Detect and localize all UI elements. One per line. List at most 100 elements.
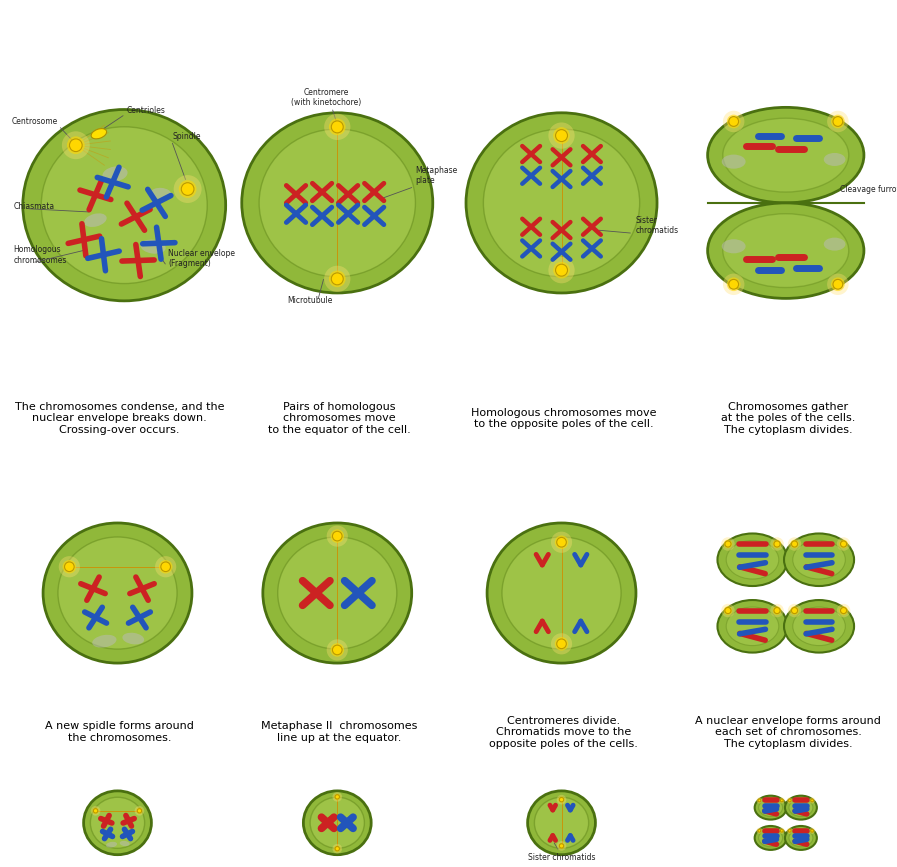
Ellipse shape	[22, 109, 226, 301]
Text: Sister
chromatids: Sister chromatids	[635, 216, 678, 235]
Circle shape	[723, 111, 745, 133]
Text: A nuclear envelope forms around
each set of chromosomes.
The cytoplasm divides.: A nuclear envelope forms around each set…	[695, 715, 881, 749]
Circle shape	[787, 828, 793, 834]
Circle shape	[69, 139, 83, 152]
Circle shape	[774, 541, 780, 547]
Text: Telophase II
& cytokinesis: Telophase II & cytokinesis	[732, 467, 848, 500]
Circle shape	[551, 531, 572, 553]
Ellipse shape	[759, 829, 782, 847]
Ellipse shape	[466, 113, 657, 293]
Ellipse shape	[785, 796, 817, 819]
Circle shape	[809, 798, 815, 804]
Circle shape	[757, 829, 762, 832]
Text: Homologous
chromosomes: Homologous chromosomes	[13, 245, 67, 264]
Circle shape	[772, 539, 781, 548]
Circle shape	[555, 264, 568, 277]
Text: Metaphase II: Metaphase II	[285, 476, 397, 492]
Circle shape	[174, 175, 202, 203]
Circle shape	[553, 127, 570, 144]
Circle shape	[788, 603, 801, 617]
Circle shape	[779, 829, 784, 832]
Ellipse shape	[141, 239, 166, 254]
Ellipse shape	[502, 537, 621, 649]
Ellipse shape	[718, 600, 788, 653]
Circle shape	[161, 562, 170, 571]
Circle shape	[330, 643, 344, 656]
Circle shape	[756, 798, 762, 804]
Ellipse shape	[823, 153, 846, 166]
Ellipse shape	[784, 533, 854, 586]
Circle shape	[137, 809, 142, 813]
Ellipse shape	[789, 799, 813, 817]
Circle shape	[774, 608, 780, 614]
Circle shape	[827, 111, 849, 133]
Circle shape	[791, 541, 797, 547]
Circle shape	[725, 608, 731, 614]
Circle shape	[771, 538, 784, 551]
Ellipse shape	[122, 633, 144, 644]
Circle shape	[791, 608, 797, 614]
Circle shape	[727, 277, 741, 291]
Circle shape	[788, 830, 791, 832]
Circle shape	[62, 131, 90, 160]
Circle shape	[757, 799, 762, 802]
Circle shape	[831, 277, 845, 291]
Ellipse shape	[242, 113, 432, 293]
Ellipse shape	[823, 238, 846, 251]
Circle shape	[723, 273, 745, 295]
Ellipse shape	[754, 826, 787, 850]
Ellipse shape	[278, 537, 396, 649]
Circle shape	[728, 116, 738, 127]
Ellipse shape	[722, 154, 745, 169]
Circle shape	[335, 845, 340, 851]
Circle shape	[728, 279, 738, 290]
Text: Centrosome: Centrosome	[11, 118, 57, 127]
Circle shape	[91, 806, 100, 816]
Circle shape	[758, 830, 761, 832]
Circle shape	[809, 828, 815, 834]
Text: Metaphase II  chromosomes
line up at the equator.: Metaphase II chromosomes line up at the …	[261, 721, 418, 743]
Circle shape	[560, 844, 563, 848]
Circle shape	[837, 538, 850, 551]
Circle shape	[329, 119, 345, 135]
Circle shape	[331, 121, 344, 133]
Circle shape	[554, 536, 569, 549]
Ellipse shape	[263, 523, 412, 663]
Ellipse shape	[785, 826, 817, 850]
Ellipse shape	[487, 523, 636, 663]
Circle shape	[788, 799, 791, 802]
Circle shape	[327, 639, 348, 661]
Ellipse shape	[793, 607, 845, 646]
Circle shape	[780, 830, 783, 832]
Text: Homologous chromosomes move
to the opposite poles of the cell.: Homologous chromosomes move to the oppos…	[471, 407, 657, 429]
Ellipse shape	[43, 523, 192, 663]
Circle shape	[810, 829, 814, 832]
Circle shape	[725, 541, 731, 547]
Text: Metaphase I: Metaphase I	[289, 12, 394, 28]
Ellipse shape	[106, 842, 117, 848]
Ellipse shape	[83, 791, 152, 855]
Text: The chromosomes condense, and the
nuclear envelope breaks down.
Crossing-over oc: The chromosomes condense, and the nuclea…	[15, 401, 224, 435]
Text: Nuclear envelope
(Fragment): Nuclear envelope (Fragment)	[168, 249, 235, 268]
Circle shape	[840, 606, 848, 615]
Circle shape	[758, 799, 761, 802]
Circle shape	[560, 798, 563, 802]
Circle shape	[721, 603, 735, 617]
Circle shape	[724, 539, 732, 548]
Ellipse shape	[789, 829, 813, 847]
Circle shape	[724, 606, 732, 615]
Circle shape	[721, 538, 735, 551]
Circle shape	[557, 795, 566, 805]
Circle shape	[833, 116, 843, 127]
Circle shape	[333, 792, 342, 802]
Circle shape	[827, 273, 849, 295]
Circle shape	[92, 808, 99, 814]
Ellipse shape	[708, 203, 864, 298]
Circle shape	[555, 129, 568, 141]
Circle shape	[788, 829, 792, 832]
Circle shape	[179, 180, 196, 198]
Ellipse shape	[784, 600, 854, 653]
Text: Telophase I
& cytokinesis: Telophase I & cytokinesis	[732, 3, 848, 36]
Circle shape	[810, 799, 814, 802]
Text: Chromosomes gather
at the poles of the cells.
The cytoplasm divides.: Chromosomes gather at the poles of the c…	[721, 401, 855, 435]
